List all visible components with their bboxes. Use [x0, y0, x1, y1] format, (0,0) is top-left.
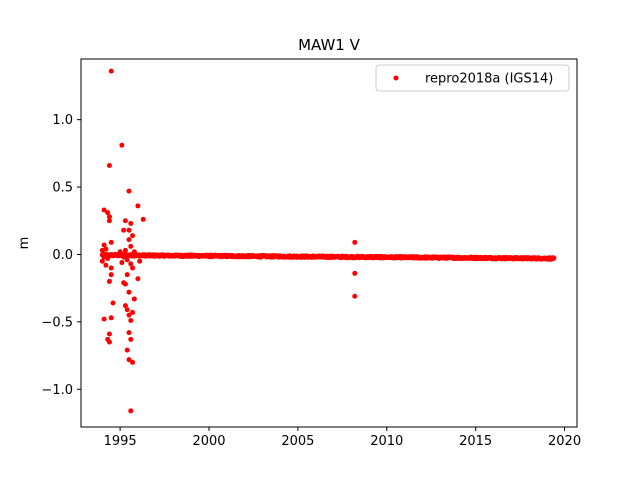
data-point: [99, 258, 105, 264]
data-point: [103, 246, 109, 252]
y-tick-label: 0.0: [52, 248, 73, 263]
data-point: [128, 261, 134, 267]
data-point: [126, 357, 132, 363]
data-point: [128, 336, 134, 342]
data-point: [101, 316, 107, 322]
data-point: [122, 281, 128, 287]
x-tick-label: 2020: [548, 434, 581, 449]
data-point: [137, 258, 143, 264]
data-point: [122, 218, 128, 224]
data-point: [128, 408, 134, 414]
data-points: [99, 68, 557, 414]
data-point: [108, 265, 114, 271]
data-point: [352, 270, 358, 276]
data-point: [124, 257, 130, 263]
data-point: [135, 203, 141, 209]
data-point: [128, 318, 134, 324]
legend-marker: [393, 75, 399, 81]
data-point: [126, 312, 132, 318]
x-tick-label: 2015: [459, 434, 492, 449]
data-point: [126, 330, 132, 336]
data-point: [106, 162, 112, 168]
data-point: [130, 359, 136, 365]
data-point: [124, 307, 130, 313]
data-point: [135, 276, 141, 282]
data-point: [106, 278, 112, 284]
y-tick-label: −1.0: [41, 383, 73, 398]
legend: repro2018a (IGS14): [375, 64, 570, 92]
plot-frame: [80, 58, 578, 428]
data-point: [108, 272, 114, 278]
data-point: [126, 289, 132, 295]
data-point: [131, 249, 137, 255]
data-point: [121, 254, 127, 260]
data-point: [119, 142, 125, 148]
data-point: [352, 293, 358, 299]
data-point: [122, 303, 128, 309]
data-point: [103, 262, 109, 268]
legend-box: [375, 64, 570, 92]
data-point: [352, 239, 358, 245]
x-tick-label: 1995: [104, 434, 137, 449]
x-tick-label: 2010: [370, 434, 403, 449]
data-point: [117, 249, 123, 255]
data-point: [108, 239, 114, 245]
data-point: [130, 309, 136, 315]
data-point: [126, 188, 132, 194]
data-point: [131, 296, 137, 302]
data-point: [106, 339, 112, 345]
legend-label: repro2018a (IGS14): [425, 72, 553, 87]
data-point: [126, 237, 132, 243]
chart-title: MAW1 V: [298, 36, 361, 54]
data-point: [101, 207, 107, 213]
y-tick-label: −0.5: [41, 315, 73, 330]
data-point: [106, 331, 112, 337]
data-point: [121, 227, 127, 233]
data-point: [128, 220, 134, 226]
data-point: [551, 255, 557, 261]
y-tick-label: 1.0: [52, 113, 73, 128]
data-point: [119, 260, 125, 266]
data-point: [126, 227, 132, 233]
data-point: [105, 210, 111, 216]
data-point: [108, 68, 114, 74]
data-point: [128, 243, 134, 249]
data-point: [105, 256, 111, 261]
data-point: [106, 214, 112, 220]
x-tick-label: 2000: [192, 434, 225, 449]
y-tick-label: 0.5: [52, 181, 73, 196]
data-point: [124, 347, 130, 353]
y-axis-label: m: [17, 237, 32, 250]
data-point: [124, 272, 130, 278]
data-point: [108, 315, 114, 321]
data-point: [110, 300, 116, 306]
data-point: [130, 265, 136, 271]
data-point: [140, 216, 146, 222]
data-point: [106, 218, 112, 224]
x-tick-label: 2005: [281, 434, 314, 449]
data-point: [122, 247, 128, 253]
data-point: [101, 242, 107, 248]
axes: 1995 2000 2005 2010 2015 2020 −1.0 −0.5 0.0 0.5 1.…: [41, 113, 581, 449]
data-point: [130, 233, 136, 239]
